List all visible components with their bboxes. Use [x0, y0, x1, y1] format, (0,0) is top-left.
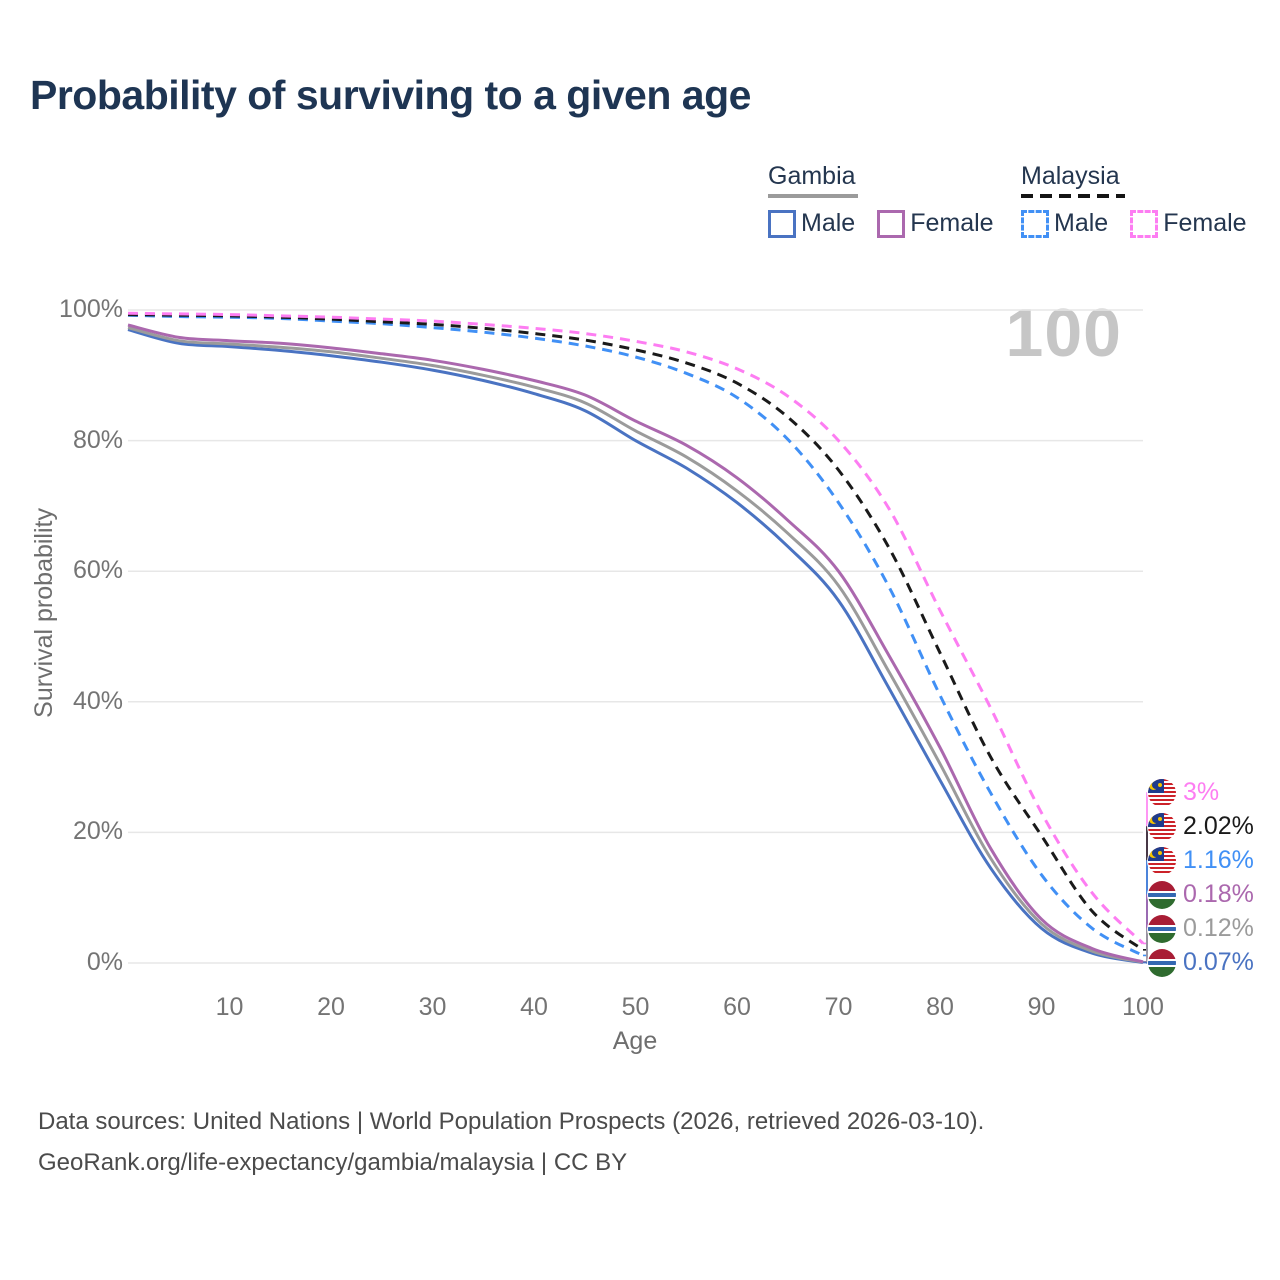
ytick-40%: 40%: [72, 686, 123, 715]
legend-swatch-gambia-female[interactable]: [877, 209, 906, 238]
legend-label-malaysia-female[interactable]: Female: [1163, 209, 1247, 237]
xtick-40: 40: [520, 993, 548, 1021]
legend-group-gambia: Gambia Male Female: [768, 162, 994, 238]
xtick-100: 100: [1122, 993, 1164, 1021]
legend-underline-solid: [768, 194, 858, 198]
legend-group-malaysia: Malaysia Male Female: [1021, 162, 1247, 238]
legend-label-gambia-male[interactable]: Male: [801, 209, 856, 237]
legend-label-malaysia-male[interactable]: Male: [1054, 209, 1109, 237]
gambia-flag-icon: [1148, 915, 1176, 943]
attribution-link: GeoRank.org/life-expectancy/gambia/malay…: [38, 1149, 628, 1176]
legend-underline-dashed: [1021, 194, 1125, 198]
ytick-60%: 60%: [72, 556, 123, 585]
malaysia-flag-icon: [1148, 779, 1176, 807]
legend-label-gambia-female[interactable]: Female: [910, 209, 994, 237]
gambia-flag-icon: [1148, 881, 1176, 909]
legend-country-label: Malaysia: [1021, 162, 1120, 190]
ytick-20%: 20%: [72, 817, 123, 846]
xtick-70: 70: [824, 993, 853, 1021]
end-value-gambia-male: 0.07%: [1183, 948, 1254, 976]
legend-swatch-malaysia-female[interactable]: [1130, 209, 1159, 238]
x-axis-title: Age: [612, 1027, 658, 1055]
xtick-60: 60: [723, 993, 751, 1021]
end-value-malaysia-male: 1.16%: [1183, 846, 1254, 874]
xtick-90: 90: [1027, 993, 1056, 1021]
end-value-malaysia-female: 3%: [1183, 778, 1220, 806]
xtick-50: 50: [621, 993, 650, 1021]
ytick-100%: 100%: [59, 295, 123, 323]
end-value-gambia-both-sexes: 0.12%: [1183, 914, 1254, 942]
xtick-30: 30: [418, 993, 447, 1021]
page-title: Probability of surviving to a given age: [30, 72, 751, 118]
ytick-0%: 0%: [86, 948, 123, 976]
end-value-gambia-female: 0.18%: [1183, 880, 1254, 908]
end-value-malaysia-both-sexes: 2.02%: [1183, 812, 1254, 840]
malaysia-flag-icon: [1148, 847, 1176, 875]
line-gambia-male[interactable]: [127, 328, 1144, 964]
xtick-20: 20: [317, 993, 345, 1021]
line-malaysia-both-sexes[interactable]: [127, 313, 1144, 952]
legend-swatch-malaysia-male[interactable]: [1021, 209, 1049, 238]
line-malaysia-male[interactable]: [127, 313, 1144, 957]
ytick-80%: 80%: [72, 425, 123, 454]
legend-country-label: Gambia: [768, 162, 856, 190]
xtick-10: 10: [215, 993, 244, 1021]
malaysia-flag-icon: [1148, 813, 1176, 841]
data-sources-note: Data sources: United Nations | World Pop…: [38, 1108, 985, 1135]
xtick-80: 80: [926, 993, 954, 1021]
age-watermark: 100: [1005, 295, 1122, 371]
gambia-flag-icon: [1148, 949, 1176, 977]
line-gambia-female[interactable]: [127, 323, 1144, 964]
legend-swatch-gambia-male[interactable]: [768, 209, 796, 238]
line-gambia-both-sexes[interactable]: [127, 326, 1144, 964]
line-malaysia-female[interactable]: [127, 311, 1145, 945]
